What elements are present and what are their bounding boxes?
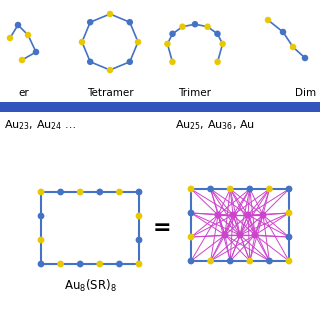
Point — [136, 213, 141, 219]
Point — [267, 259, 272, 264]
Point — [165, 41, 170, 46]
Text: Dim: Dim — [295, 88, 316, 98]
Point — [188, 235, 194, 240]
Point — [117, 189, 122, 195]
Point — [136, 237, 141, 243]
Point — [38, 237, 44, 243]
Point — [170, 59, 175, 64]
Point — [286, 235, 292, 240]
Point — [97, 261, 102, 267]
Text: Tetramer: Tetramer — [87, 88, 133, 98]
Point — [38, 189, 44, 195]
Point — [58, 261, 63, 267]
Point — [78, 189, 83, 195]
Point — [88, 59, 93, 64]
Point — [247, 187, 252, 192]
Point — [136, 261, 141, 267]
Point — [215, 31, 220, 36]
Point — [205, 24, 210, 29]
Point — [267, 187, 272, 192]
Point — [252, 232, 258, 237]
Point — [127, 59, 132, 64]
Point — [188, 187, 194, 192]
Point — [170, 31, 175, 36]
Point — [228, 259, 233, 264]
Bar — [0, 102, 320, 112]
Point — [180, 24, 185, 29]
Point — [286, 211, 292, 216]
Point — [237, 232, 243, 237]
Point — [188, 259, 194, 264]
Point — [108, 12, 113, 17]
Point — [108, 68, 113, 73]
Point — [135, 39, 140, 44]
Point — [220, 41, 225, 46]
Point — [78, 261, 83, 267]
Point — [20, 58, 25, 63]
Point — [7, 36, 12, 41]
Point — [245, 212, 251, 218]
Point — [88, 20, 93, 25]
Text: Au$_8$(SR)$_8$: Au$_8$(SR)$_8$ — [64, 278, 116, 294]
Text: Trimer: Trimer — [179, 88, 212, 98]
Point — [192, 22, 197, 27]
Point — [260, 212, 266, 218]
Point — [302, 55, 308, 60]
Point — [38, 213, 44, 219]
Point — [291, 44, 296, 50]
Point — [97, 189, 102, 195]
Point — [228, 187, 233, 192]
Text: er: er — [18, 88, 29, 98]
Point — [286, 187, 292, 192]
Point — [215, 59, 220, 64]
Point — [117, 261, 122, 267]
Point — [266, 17, 271, 22]
Point — [230, 212, 236, 218]
Point — [222, 232, 228, 237]
Point — [127, 20, 132, 25]
Point — [15, 22, 20, 28]
Point — [26, 32, 31, 37]
Text: Au$_{25}$, Au$_{36}$, Au: Au$_{25}$, Au$_{36}$, Au — [175, 118, 255, 132]
Point — [247, 259, 252, 264]
Point — [34, 49, 38, 54]
Point — [208, 259, 213, 264]
Point — [188, 211, 194, 216]
Text: Au$_{23}$, Au$_{24}$ …: Au$_{23}$, Au$_{24}$ … — [4, 118, 76, 132]
Point — [58, 189, 63, 195]
Point — [286, 259, 292, 264]
Text: =: = — [153, 218, 171, 238]
Point — [208, 187, 213, 192]
Point — [280, 29, 285, 35]
Point — [38, 261, 44, 267]
Point — [215, 212, 220, 218]
Point — [136, 189, 141, 195]
Point — [79, 39, 84, 44]
